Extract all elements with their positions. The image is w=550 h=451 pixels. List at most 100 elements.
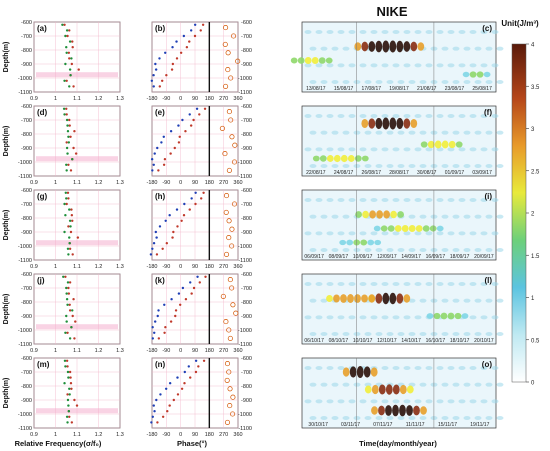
date-tick-label: 03/09/17 <box>472 170 492 176</box>
heatmap-texture <box>326 63 334 68</box>
heatmap-texture <box>326 198 334 202</box>
heatmap-texture <box>381 198 389 202</box>
data-point-circle <box>220 293 226 299</box>
data-point-red <box>189 124 193 127</box>
heatmap-texture <box>452 382 460 387</box>
data-point-blue <box>195 107 199 111</box>
panel-label: (o) <box>482 360 493 369</box>
heatmap-texture <box>397 416 405 420</box>
data-point-red <box>180 219 183 222</box>
data-point-green <box>65 146 69 150</box>
frequency-tick-label: 1.1 <box>73 96 81 102</box>
data-point-green <box>67 410 71 413</box>
depth-tick-label: -700 <box>21 202 32 208</box>
depth-tick-label: -600 <box>21 356 32 362</box>
depth-tick-label: -600 <box>21 104 32 110</box>
heatmap-texture <box>375 332 383 336</box>
date-tick-label: 14/09/17 <box>401 254 421 260</box>
data-point-circle <box>235 58 241 64</box>
heatmap-texture <box>386 248 394 252</box>
heatmap-texture <box>348 30 356 34</box>
heatmap-texture <box>458 30 466 34</box>
data-point-blue <box>152 242 156 245</box>
date-tick-label: 15/11/17 <box>438 422 457 428</box>
phase-tick-label: -180 <box>146 96 157 102</box>
heatmap-blob <box>447 312 455 320</box>
depth-tick-label: -1100 <box>18 90 32 96</box>
heatmap-blob <box>318 57 326 64</box>
heatmap-texture <box>447 147 455 152</box>
heatmap-texture <box>485 46 493 51</box>
data-point-red <box>189 376 192 379</box>
phase-tick-label: 90 <box>192 96 198 102</box>
heatmap-texture <box>408 332 416 336</box>
heatmap-texture <box>480 198 488 202</box>
heatmap-blob <box>441 140 449 149</box>
heatmap-texture <box>491 198 499 202</box>
heatmap-texture <box>315 114 323 118</box>
date-tick-label: 20/09/17 <box>474 254 494 260</box>
data-point-green <box>71 309 74 312</box>
phase-tick-label: 270 <box>219 180 228 186</box>
xlabel-frequency: Relative Frequency(σ/f₀) <box>15 439 102 448</box>
data-point-red <box>66 393 69 396</box>
highlight-band <box>36 240 118 246</box>
data-point-red <box>203 107 207 111</box>
heatmap-texture <box>425 147 433 152</box>
data-point-green <box>70 57 73 60</box>
data-point-red <box>69 230 73 234</box>
heatmap-texture <box>304 399 312 404</box>
data-point-green <box>65 46 68 49</box>
heatmap-texture <box>342 130 350 135</box>
heatmap-texture <box>485 416 493 420</box>
heatmap-texture <box>480 30 488 34</box>
heatmap-blob <box>325 57 333 64</box>
heatmap-blob <box>385 384 393 395</box>
data-point-red <box>68 415 71 418</box>
heatmap-texture <box>452 164 460 168</box>
data-point-red <box>65 79 68 83</box>
heatmap-texture <box>436 231 444 236</box>
data-point-red <box>68 29 71 32</box>
depth-tick-label: -900 <box>21 62 32 68</box>
heatmap-texture <box>304 147 312 152</box>
data-point-red <box>73 130 76 133</box>
data-point-red <box>68 57 71 60</box>
heatmap-texture <box>326 366 334 370</box>
heatmap-texture <box>485 80 493 84</box>
data-point-red <box>67 292 71 295</box>
data-point-blue <box>175 40 178 43</box>
date-tick-label: 06/09/17 <box>304 254 324 260</box>
date-tick-label: 08/10/17 <box>329 338 349 344</box>
data-point-red <box>171 236 174 239</box>
colorbar-tick-label: 4 <box>531 43 535 49</box>
heatmap-blob <box>454 312 462 320</box>
data-point-circle <box>219 125 225 131</box>
data-point-blue <box>153 320 157 323</box>
data-point-green <box>63 113 66 116</box>
heatmap-texture <box>370 147 378 152</box>
heatmap-blob <box>401 225 409 232</box>
heatmap-texture <box>359 198 367 202</box>
data-point-red <box>71 46 74 49</box>
data-point-red <box>75 404 79 407</box>
data-point-red <box>67 225 70 228</box>
heatmap-texture <box>370 30 378 34</box>
heatmap-texture <box>469 30 477 34</box>
depth-tick-label-right: -700 <box>241 118 252 124</box>
data-point-green <box>65 286 68 290</box>
heatmap-blob <box>440 312 448 320</box>
panel-label: (b) <box>155 24 166 33</box>
data-point-blue <box>168 214 171 217</box>
heatmap-texture <box>392 366 400 370</box>
heatmap-blob <box>436 225 444 232</box>
data-point-red <box>188 40 191 43</box>
data-point-blue <box>177 124 180 127</box>
data-point-red <box>66 34 69 38</box>
heatmap-texture <box>326 231 334 236</box>
colorbar-label: Unit(J/m³) <box>501 19 539 28</box>
data-point-red <box>70 421 74 424</box>
heatmap-blob <box>290 57 298 64</box>
data-point-green <box>66 247 70 250</box>
data-point-blue <box>164 219 167 222</box>
